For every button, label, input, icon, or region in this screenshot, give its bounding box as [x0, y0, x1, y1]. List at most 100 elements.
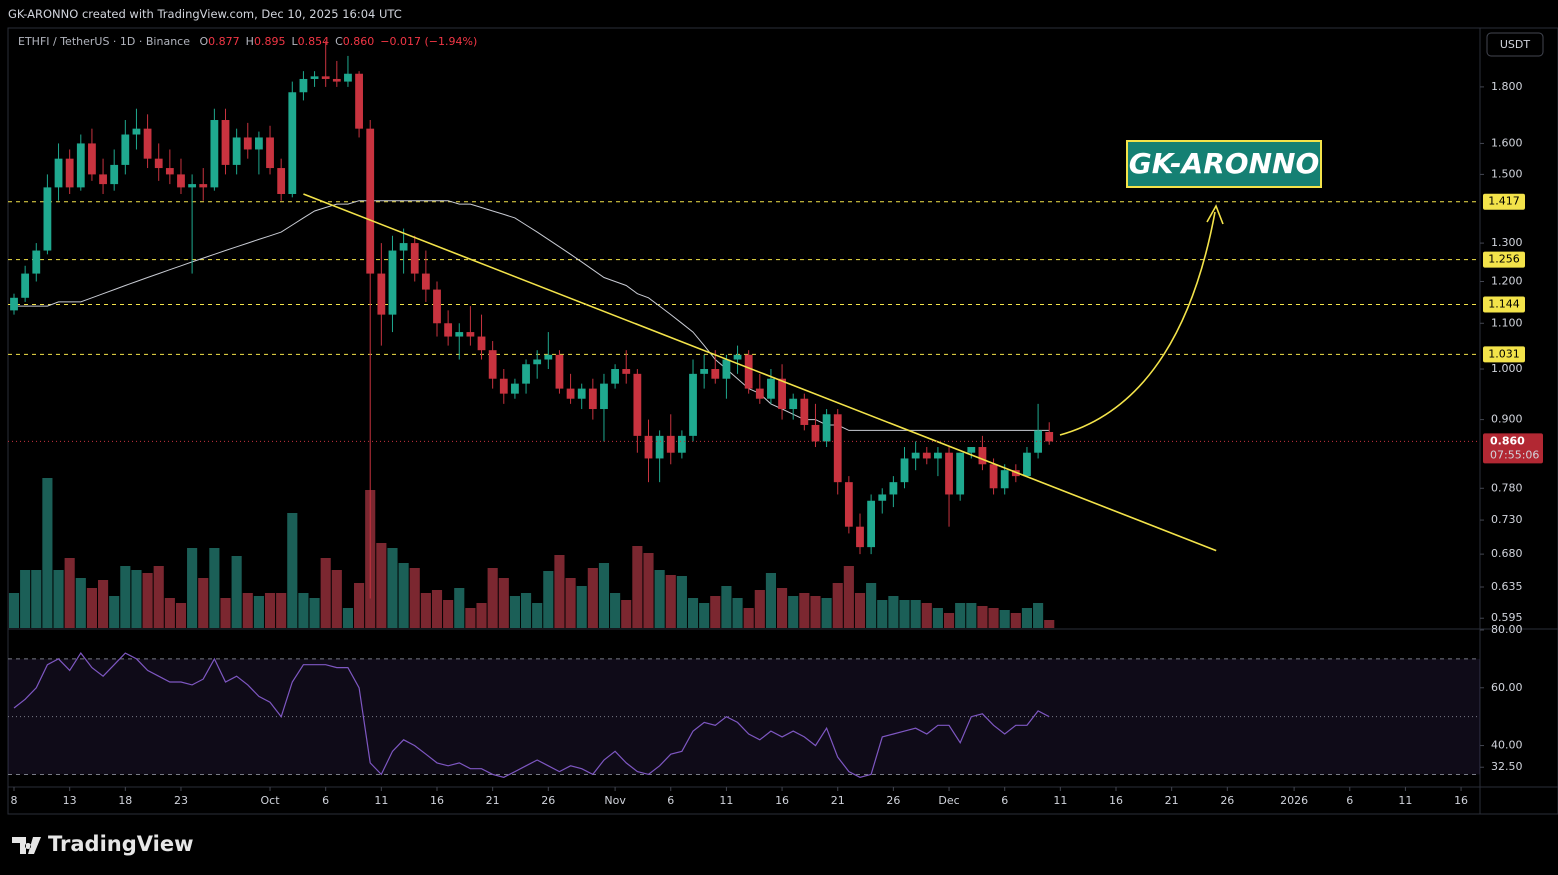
candle-body	[132, 128, 141, 135]
rsi-line	[13, 652, 1050, 778]
volume-bar	[788, 596, 799, 628]
volume-bar	[1044, 620, 1055, 628]
x-tick-label: 6	[667, 794, 674, 807]
volume-bar	[543, 571, 554, 628]
candle-body	[232, 137, 241, 165]
legend-value: 0.895	[253, 35, 286, 48]
moving-average	[14, 200, 1050, 431]
volume-bar	[187, 548, 198, 628]
volume-bar	[821, 598, 832, 628]
logo	[12, 837, 41, 854]
candle-body	[666, 435, 675, 453]
y-tick-label: 1.000	[1491, 362, 1523, 375]
candle-body	[900, 458, 909, 483]
candle-body	[466, 332, 475, 337]
level-tag	[1483, 251, 1525, 268]
volume-bar	[498, 578, 509, 628]
volume-bar	[331, 570, 342, 628]
candle-body	[143, 128, 152, 159]
volume-bar	[888, 596, 899, 628]
volume-bar	[832, 583, 843, 628]
volume-bar	[354, 583, 365, 628]
currency[interactable]: USDT	[1500, 38, 1531, 51]
y-tick-label: 1.300	[1491, 236, 1523, 249]
candle-body	[878, 494, 887, 501]
candle-body	[800, 398, 809, 425]
volume-bar	[1021, 608, 1033, 628]
candle-body	[700, 369, 709, 374]
candle-body	[1045, 432, 1054, 442]
candle-body	[455, 332, 464, 337]
candle-body	[377, 273, 386, 315]
y-tick-label: 0.635	[1491, 580, 1523, 593]
level-label: 1.031	[1488, 347, 1520, 360]
candle-body	[611, 369, 619, 384]
volume-bar	[810, 596, 821, 628]
x-tick-label: 11	[719, 794, 733, 807]
annotation: GK-ARONNO	[1129, 147, 1320, 180]
candle-body	[88, 143, 96, 175]
x-tick-label: 16	[430, 794, 444, 807]
volume-bar	[509, 596, 520, 628]
candle-body	[767, 378, 775, 399]
volume-bar	[977, 606, 988, 628]
volume-bar	[387, 548, 398, 628]
volume-bar	[1033, 603, 1044, 628]
candle-body	[722, 359, 731, 379]
candle-body	[522, 364, 530, 384]
candle-body	[188, 184, 197, 188]
legend-key: C	[335, 35, 343, 48]
volume-bar	[943, 613, 955, 628]
x-tick-label: 26	[541, 794, 555, 807]
volume-bar	[877, 600, 888, 628]
volume-bar	[721, 586, 732, 628]
volume-bar	[8, 593, 20, 628]
level-tag	[1483, 296, 1525, 313]
legend: ETHFI / TetherUS · 1D · Binance O0.877 H0…	[18, 35, 477, 48]
currency-button[interactable]	[1486, 32, 1544, 57]
candle-body	[945, 452, 953, 495]
level-label: 1.144	[1488, 297, 1520, 310]
candle-body	[10, 297, 18, 311]
volume-bar	[64, 558, 75, 628]
candle-body	[399, 243, 408, 251]
volume-bar	[921, 603, 932, 628]
candle-body	[967, 447, 976, 453]
volume-bar	[899, 600, 910, 628]
legend-value: 0.860	[342, 35, 375, 48]
y-tick-label: 1.200	[1491, 275, 1523, 288]
volume-bar	[988, 608, 999, 628]
candle-body	[388, 250, 397, 315]
legend-value: 0.877	[208, 35, 240, 48]
volume-bar	[142, 573, 153, 628]
x-tick-label: 2026	[1280, 794, 1308, 807]
symbol: ETHFI / TetherUS · 1D · Binance	[18, 35, 190, 48]
candle-body	[243, 137, 252, 150]
volume-bar	[754, 590, 765, 628]
candle-body	[956, 452, 965, 495]
volume-bar	[676, 576, 687, 628]
x-tick-label: 16	[1454, 794, 1468, 807]
candle-body	[588, 388, 597, 410]
candle-body	[822, 414, 831, 442]
y-tick-label: 0.900	[1491, 413, 1523, 426]
candle-body	[43, 187, 52, 251]
candle-body	[744, 354, 753, 389]
header: GK-ARONNO created with TradingView.com, …	[8, 7, 402, 21]
y-tick-label: 1.800	[1491, 80, 1523, 93]
y-tick-label: 0.780	[1491, 481, 1523, 494]
y-tick-label: 1.100	[1491, 316, 1523, 329]
volume-bar	[765, 573, 777, 628]
level-tag	[1483, 193, 1525, 210]
x-tick-label: 6	[1001, 794, 1008, 807]
candle-body	[121, 134, 130, 165]
candle-body	[789, 398, 798, 410]
volume-bar	[287, 513, 298, 628]
rsi-tick-label: 80.00	[1491, 623, 1523, 636]
candle-body	[288, 92, 297, 195]
volume-bar	[242, 593, 253, 628]
candle-body	[433, 289, 441, 324]
candle-body	[32, 250, 41, 274]
